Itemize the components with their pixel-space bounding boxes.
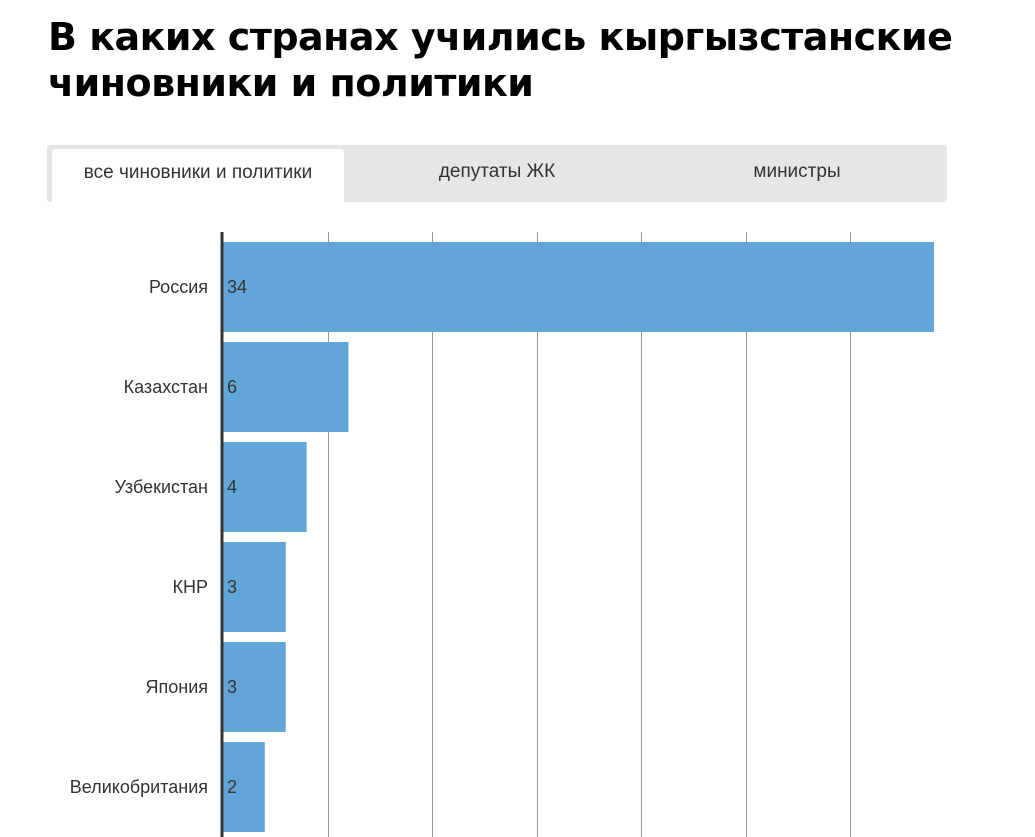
bar <box>223 542 286 632</box>
value-label: 2 <box>227 777 237 797</box>
category-label: Казахстан <box>124 377 208 397</box>
category-label: Россия <box>149 277 208 297</box>
category-label: КНР <box>173 577 209 597</box>
tab-ministers[interactable]: министры <box>753 161 841 182</box>
gridlines <box>328 232 851 837</box>
bar <box>223 242 934 332</box>
bar <box>223 442 307 532</box>
category-label: Япония <box>146 677 209 697</box>
value-label: 4 <box>227 477 237 497</box>
value-label: 3 <box>227 577 237 597</box>
bar <box>223 642 286 732</box>
bars <box>223 242 934 832</box>
page-title: В каких странах учились кыргызстанские ч… <box>48 15 953 105</box>
value-label: 34 <box>227 277 247 297</box>
value-label: 3 <box>227 677 237 697</box>
value-label: 6 <box>227 377 237 397</box>
category-label: Узбекистан <box>114 477 208 497</box>
tab-all-officials[interactable]: все чиновники и политики <box>52 149 344 202</box>
tab-deputies[interactable]: депутаты ЖК <box>438 161 556 182</box>
bar <box>223 342 349 432</box>
tab-bar: все чиновники и политики депутаты ЖК мин… <box>47 145 947 202</box>
category-label: Великобритания <box>70 777 208 797</box>
labels: Россия 34 Казахстан 6 Узбекистан 4 КНР 3 Япония 3… <box>70 277 247 797</box>
bar <box>223 742 265 832</box>
